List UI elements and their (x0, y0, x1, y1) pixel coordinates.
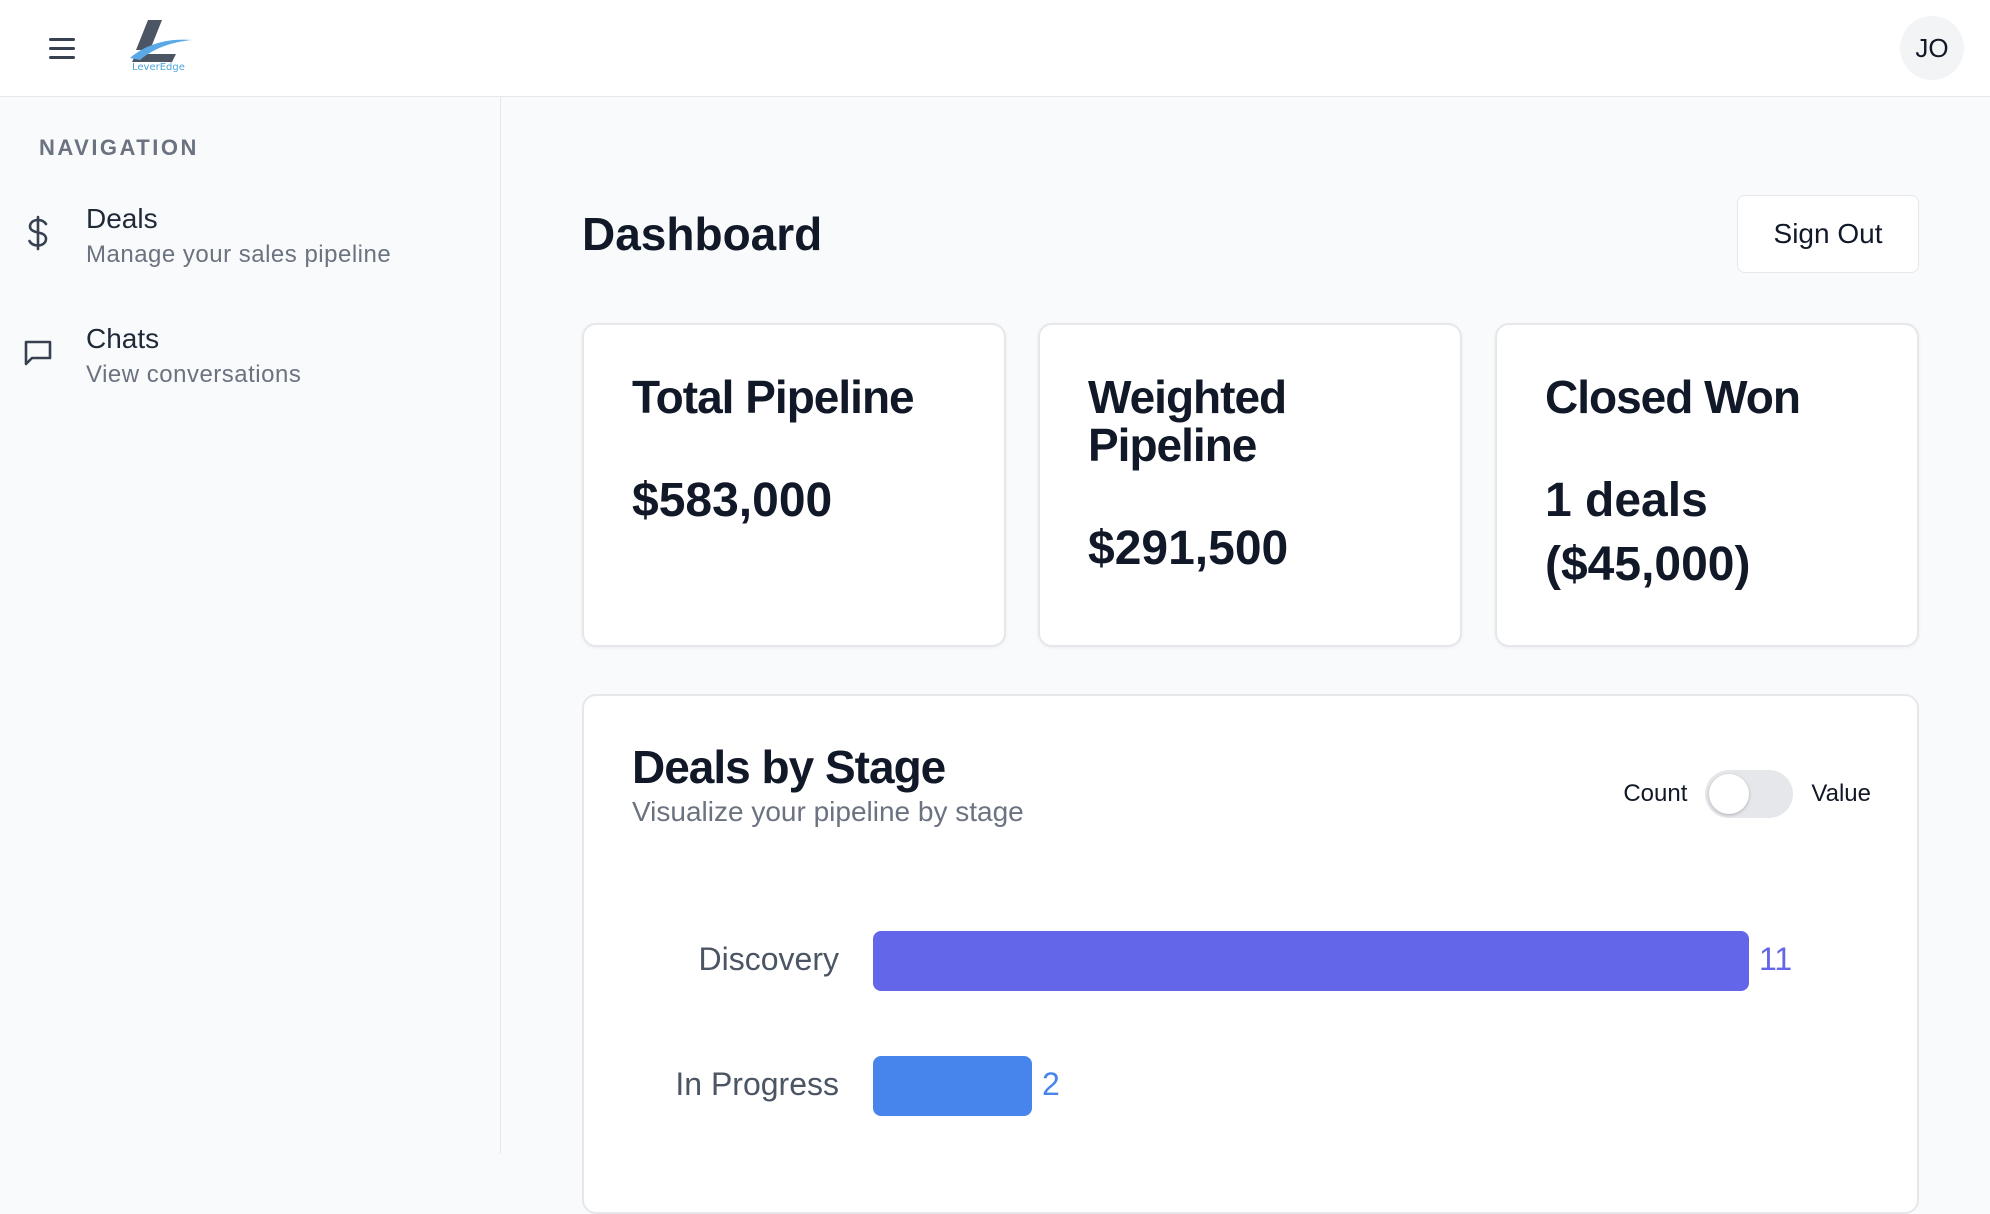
toggle-left-label: Count (1623, 780, 1688, 807)
card-value: $291,500 (1088, 522, 1289, 575)
top-header: LeverEdge JO (0, 0, 1990, 97)
nav-heading: NAVIGATION (39, 135, 199, 160)
total-pipeline-card: Total Pipeline $583,000 (582, 323, 1006, 647)
stage-bar[interactable] (873, 1056, 1032, 1116)
bar-value-label: 11 (1759, 941, 1793, 977)
bar-value-label: 2 (1042, 1066, 1060, 1102)
sidebar-item-subtitle: Manage your sales pipeline (86, 241, 392, 268)
card-title: Weighted Pipeline (1088, 371, 1287, 471)
sidebar-item-subtitle: View conversations (86, 361, 302, 388)
stage-bar[interactable] (873, 931, 1749, 991)
chart-subtitle: Visualize your pipeline by stage (632, 796, 1024, 827)
chart-title: Deals by Stage (632, 741, 946, 793)
logo-text: LeverEdge (132, 62, 185, 73)
user-avatar[interactable]: JO (1900, 16, 1964, 80)
dollar-icon (20, 215, 56, 251)
page-title: Dashboard (582, 208, 823, 260)
card-value: 1 deals ($45,000) (1545, 474, 1751, 591)
count-value-toggle[interactable] (1705, 770, 1794, 818)
card-title: Total Pipeline (632, 371, 915, 423)
bar-category-label: Discovery (698, 941, 839, 977)
sidebar-item-title: Deals (86, 203, 158, 234)
deals-by-stage-card: Deals by Stage Visualize your pipeline b… (582, 694, 1919, 1214)
leveredge-logo[interactable]: LeverEdge (128, 18, 196, 76)
card-title: Closed Won (1545, 371, 1801, 423)
sidebar: NAVIGATION Deals Manage your sales pipel… (0, 97, 501, 1154)
sidebar-item-deals[interactable]: Deals Manage your sales pipeline (20, 197, 480, 287)
toggle-knob (1709, 774, 1750, 814)
main-content: Dashboard Sign Out Total Pipeline $583,0… (502, 97, 1990, 1214)
sidebar-item-title: Chats (86, 323, 160, 354)
weighted-pipeline-card: Weighted Pipeline $291,500 (1038, 323, 1462, 647)
chat-bubble-icon (20, 335, 56, 371)
toggle-right-label: Value (1811, 780, 1871, 807)
closed-won-card: Closed Won 1 deals ($45,000) (1495, 323, 1919, 647)
sign-out-button[interactable]: Sign Out (1737, 195, 1919, 273)
bar-category-label: In Progress (675, 1066, 839, 1102)
sidebar-item-chats[interactable]: Chats View conversations (20, 317, 480, 407)
count-value-toggle-group: Count Value (1623, 770, 1871, 818)
hamburger-menu-icon[interactable] (44, 30, 80, 66)
card-value: $583,000 (632, 474, 833, 527)
